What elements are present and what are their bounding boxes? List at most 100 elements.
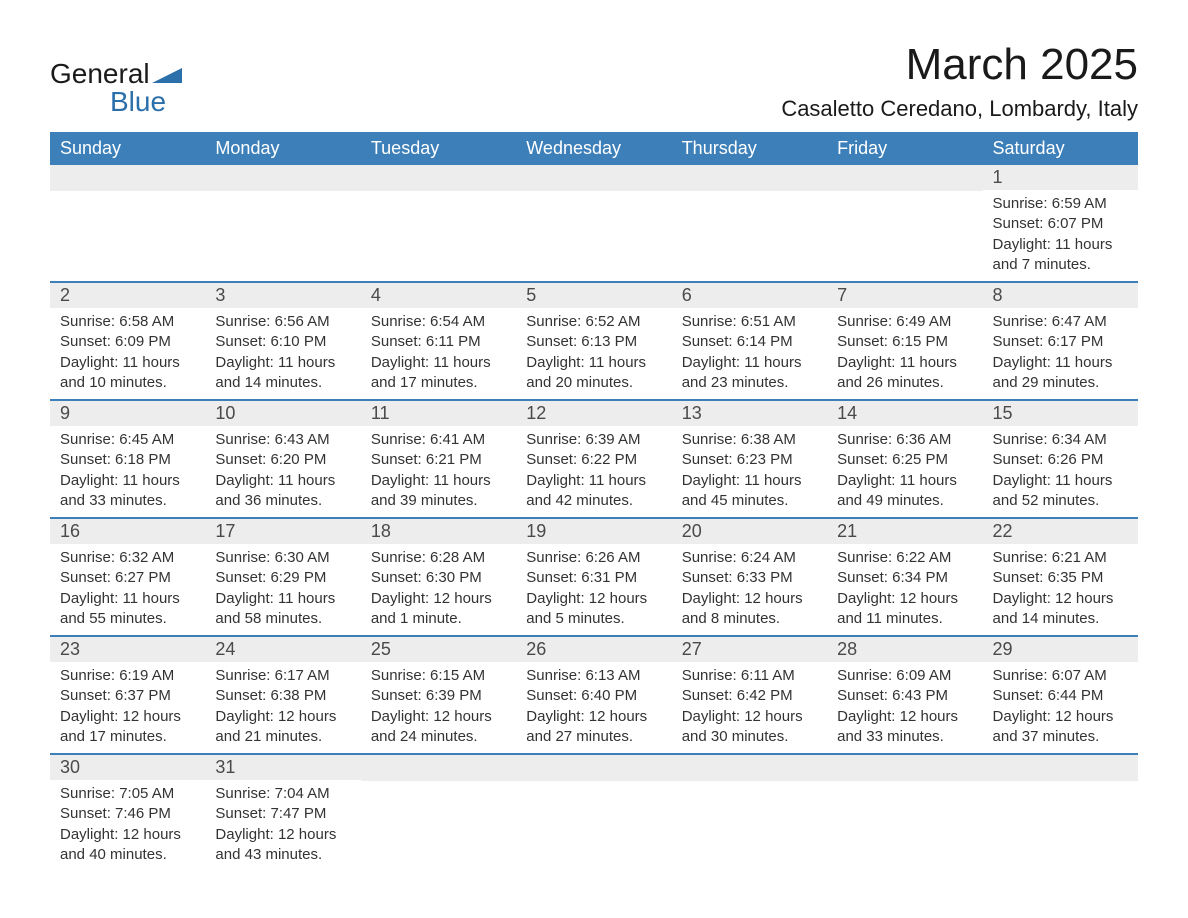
calendar-cell: 21Sunrise: 6:22 AMSunset: 6:34 PMDayligh… bbox=[827, 518, 982, 636]
day-number: 4 bbox=[361, 283, 516, 308]
day-data: Sunrise: 6:41 AMSunset: 6:21 PMDaylight:… bbox=[361, 426, 516, 517]
daylight-text-2: and 30 minutes. bbox=[682, 727, 817, 747]
sunset-text: Sunset: 6:27 PM bbox=[60, 568, 195, 588]
calendar-row: 2Sunrise: 6:58 AMSunset: 6:09 PMDaylight… bbox=[50, 282, 1138, 400]
calendar-cell: 16Sunrise: 6:32 AMSunset: 6:27 PMDayligh… bbox=[50, 518, 205, 636]
day-data: Sunrise: 6:17 AMSunset: 6:38 PMDaylight:… bbox=[205, 662, 360, 753]
day-data bbox=[361, 781, 516, 841]
weekday-header: Friday bbox=[827, 132, 982, 165]
calendar-cell: 22Sunrise: 6:21 AMSunset: 6:35 PMDayligh… bbox=[983, 518, 1138, 636]
sunrise-text: Sunrise: 6:07 AM bbox=[993, 666, 1128, 686]
daylight-text-2: and 27 minutes. bbox=[526, 727, 661, 747]
sunset-text: Sunset: 6:22 PM bbox=[526, 450, 661, 470]
header: General Blue March 2025 Casaletto Cereda… bbox=[50, 40, 1138, 122]
daylight-text-1: Daylight: 11 hours bbox=[837, 471, 972, 491]
day-number: 12 bbox=[516, 401, 671, 426]
sunrise-text: Sunrise: 6:26 AM bbox=[526, 548, 661, 568]
day-number: 26 bbox=[516, 637, 671, 662]
sunrise-text: Sunrise: 6:13 AM bbox=[526, 666, 661, 686]
sunset-text: Sunset: 7:47 PM bbox=[215, 804, 350, 824]
day-data: Sunrise: 6:28 AMSunset: 6:30 PMDaylight:… bbox=[361, 544, 516, 635]
sunset-text: Sunset: 6:13 PM bbox=[526, 332, 661, 352]
day-data: Sunrise: 7:04 AMSunset: 7:47 PMDaylight:… bbox=[205, 780, 360, 871]
day-number: 3 bbox=[205, 283, 360, 308]
day-number: 10 bbox=[205, 401, 360, 426]
day-number: 24 bbox=[205, 637, 360, 662]
calendar-cell: 12Sunrise: 6:39 AMSunset: 6:22 PMDayligh… bbox=[516, 400, 671, 518]
day-number: 25 bbox=[361, 637, 516, 662]
day-number: 19 bbox=[516, 519, 671, 544]
logo: General Blue bbox=[50, 60, 182, 116]
calendar-cell: 23Sunrise: 6:19 AMSunset: 6:37 PMDayligh… bbox=[50, 636, 205, 754]
day-data: Sunrise: 6:07 AMSunset: 6:44 PMDaylight:… bbox=[983, 662, 1138, 753]
calendar-cell: 10Sunrise: 6:43 AMSunset: 6:20 PMDayligh… bbox=[205, 400, 360, 518]
sunset-text: Sunset: 6:15 PM bbox=[837, 332, 972, 352]
day-data: Sunrise: 7:05 AMSunset: 7:46 PMDaylight:… bbox=[50, 780, 205, 871]
sunset-text: Sunset: 6:31 PM bbox=[526, 568, 661, 588]
daylight-text-2: and 39 minutes. bbox=[371, 491, 506, 511]
day-data: Sunrise: 6:09 AMSunset: 6:43 PMDaylight:… bbox=[827, 662, 982, 753]
daylight-text-1: Daylight: 11 hours bbox=[60, 471, 195, 491]
weekday-header: Sunday bbox=[50, 132, 205, 165]
daylight-text-1: Daylight: 11 hours bbox=[371, 353, 506, 373]
day-number: 30 bbox=[50, 755, 205, 780]
sunset-text: Sunset: 6:33 PM bbox=[682, 568, 817, 588]
sunrise-text: Sunrise: 6:39 AM bbox=[526, 430, 661, 450]
sunset-text: Sunset: 6:42 PM bbox=[682, 686, 817, 706]
calendar-cell: 15Sunrise: 6:34 AMSunset: 6:26 PMDayligh… bbox=[983, 400, 1138, 518]
day-number bbox=[50, 165, 205, 191]
sunrise-text: Sunrise: 6:09 AM bbox=[837, 666, 972, 686]
calendar-cell: 19 Sunrise: 6:26 AMSunset: 6:31 PMDayligh… bbox=[516, 518, 671, 636]
day-data bbox=[361, 191, 516, 251]
sunrise-text: Sunrise: 6:59 AM bbox=[993, 194, 1128, 214]
calendar-cell: 14Sunrise: 6:36 AMSunset: 6:25 PMDayligh… bbox=[827, 400, 982, 518]
day-data: Sunrise: 6:56 AMSunset: 6:10 PMDaylight:… bbox=[205, 308, 360, 399]
daylight-text-1: Daylight: 12 hours bbox=[526, 589, 661, 609]
day-number: 28 bbox=[827, 637, 982, 662]
day-number: 20 bbox=[672, 519, 827, 544]
calendar-cell: 28Sunrise: 6:09 AMSunset: 6:43 PMDayligh… bbox=[827, 636, 982, 754]
daylight-text-2: and 43 minutes. bbox=[215, 845, 350, 865]
daylight-text-1: Daylight: 11 hours bbox=[215, 353, 350, 373]
day-data bbox=[516, 781, 671, 841]
daylight-text-1: Daylight: 11 hours bbox=[215, 589, 350, 609]
daylight-text-2: and 11 minutes. bbox=[837, 609, 972, 629]
day-number: 7 bbox=[827, 283, 982, 308]
day-data: Sunrise: 6:30 AMSunset: 6:29 PMDaylight:… bbox=[205, 544, 360, 635]
sunset-text: Sunset: 6:26 PM bbox=[993, 450, 1128, 470]
day-data: Sunrise: 6:21 AMSunset: 6:35 PMDaylight:… bbox=[983, 544, 1138, 635]
day-data: Sunrise: 6:13 AMSunset: 6:40 PMDaylight:… bbox=[516, 662, 671, 753]
daylight-text-2: and 36 minutes. bbox=[215, 491, 350, 511]
day-number bbox=[827, 165, 982, 191]
calendar-row: 9Sunrise: 6:45 AMSunset: 6:18 PMDaylight… bbox=[50, 400, 1138, 518]
weekday-header: Tuesday bbox=[361, 132, 516, 165]
logo-word1: General bbox=[50, 58, 150, 89]
calendar-body: 1Sunrise: 6:59 AMSunset: 6:07 PMDaylight… bbox=[50, 165, 1138, 871]
day-number: 9 bbox=[50, 401, 205, 426]
calendar-cell: 17Sunrise: 6:30 AMSunset: 6:29 PMDayligh… bbox=[205, 518, 360, 636]
daylight-text-2: and 21 minutes. bbox=[215, 727, 350, 747]
daylight-text-2: and 24 minutes. bbox=[371, 727, 506, 747]
sunrise-text: Sunrise: 6:49 AM bbox=[837, 312, 972, 332]
day-number: 13 bbox=[672, 401, 827, 426]
calendar-cell: 11Sunrise: 6:41 AMSunset: 6:21 PMDayligh… bbox=[361, 400, 516, 518]
sunrise-text: Sunrise: 6:41 AM bbox=[371, 430, 506, 450]
sunrise-text: Sunrise: 6:19 AM bbox=[60, 666, 195, 686]
day-data: Sunrise: 6:19 AMSunset: 6:37 PMDaylight:… bbox=[50, 662, 205, 753]
daylight-text-2: and 14 minutes. bbox=[993, 609, 1128, 629]
daylight-text-2: and 58 minutes. bbox=[215, 609, 350, 629]
daylight-text-2: and 10 minutes. bbox=[60, 373, 195, 393]
day-number: 14 bbox=[827, 401, 982, 426]
calendar-row: 16Sunrise: 6:32 AMSunset: 6:27 PMDayligh… bbox=[50, 518, 1138, 636]
daylight-text-1: Daylight: 11 hours bbox=[837, 353, 972, 373]
day-number bbox=[672, 165, 827, 191]
sunrise-text: Sunrise: 6:22 AM bbox=[837, 548, 972, 568]
daylight-text-2: and 23 minutes. bbox=[682, 373, 817, 393]
calendar-cell bbox=[827, 165, 982, 282]
daylight-text-1: Daylight: 12 hours bbox=[993, 589, 1128, 609]
logo-word2: Blue bbox=[110, 86, 166, 117]
daylight-text-2: and 29 minutes. bbox=[993, 373, 1128, 393]
sunrise-text: Sunrise: 6:30 AM bbox=[215, 548, 350, 568]
day-data: Sunrise: 6:51 AMSunset: 6:14 PMDaylight:… bbox=[672, 308, 827, 399]
sunrise-text: Sunrise: 6:47 AM bbox=[993, 312, 1128, 332]
